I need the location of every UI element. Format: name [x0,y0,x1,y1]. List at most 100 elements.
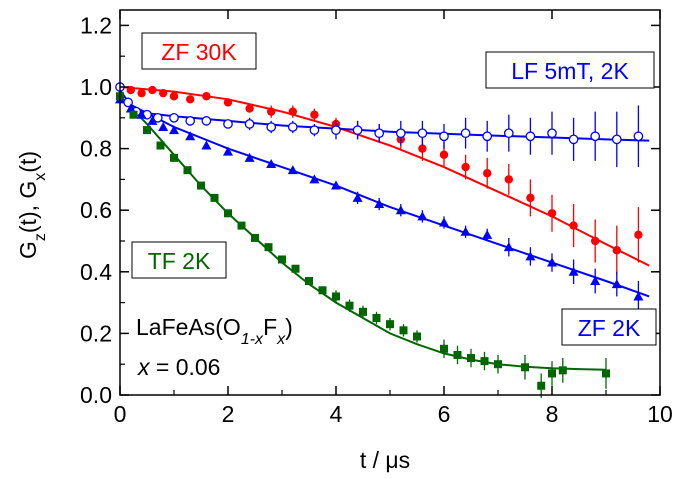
data-point [251,233,259,242]
data-point [547,128,557,139]
data-point [418,144,427,153]
data-point [185,131,196,141]
data-point [525,251,536,261]
legend-zf30k: ZF 30K [141,32,257,70]
y-tick-label: 0.2 [80,320,112,346]
data-point [634,230,643,240]
doping-value: x = 0.06 [137,354,220,380]
data-point [417,128,428,139]
data-point [611,134,622,145]
data-point [494,360,502,369]
legend-tf2k-label: TF 2K [148,248,211,274]
y-tick-label: 0.0 [80,382,112,408]
x-tick-label: 0 [114,401,127,427]
data-point [590,276,601,286]
data-point [352,125,363,135]
data-point [185,116,196,126]
data-point [332,292,340,301]
data-point [374,128,385,139]
legend-lf2k: LF 5mT, 2K [485,51,655,89]
data-point [453,350,462,359]
data-point [352,192,363,202]
data-point [460,226,471,236]
legend-zf2k: ZF 2K [561,308,657,346]
fit-line [119,86,650,267]
data-point [331,125,341,135]
data-point [169,125,179,135]
data-point [591,236,600,246]
data-point [183,166,192,175]
data-point [503,128,514,139]
data-point [186,95,195,104]
fit-line [119,98,650,298]
data-point [612,246,621,255]
data-point [309,125,320,135]
data-point [558,366,567,375]
data-point [159,88,168,98]
data-point [359,307,367,316]
data-point [482,131,493,142]
data-point [202,92,211,101]
data-point [223,119,233,129]
data-point [386,320,394,329]
data-point [590,131,601,142]
data-point [152,112,163,123]
data-point [129,110,138,119]
data-point [266,159,277,168]
data-point [244,119,255,129]
y-tick-label: 1.2 [80,12,112,38]
data-point [611,279,622,289]
data-point [345,301,354,310]
data-point [633,131,644,142]
data-point [169,92,179,101]
data-point [125,103,136,113]
legend-zf2k-label: ZF 2K [578,315,641,341]
data-point [223,98,233,107]
data-point [143,126,151,135]
data-point [460,128,471,139]
data-point [461,162,470,172]
data-point [136,109,147,119]
data-point [417,211,428,221]
data-point [287,165,298,175]
y-tick-label: 0.4 [80,259,112,285]
data-point [525,131,536,142]
data-point [504,175,513,184]
data-point [439,217,449,227]
data-point [224,209,232,218]
data-point [244,152,255,162]
data-point [169,112,179,123]
data-point [310,110,319,119]
data-point [395,128,406,139]
data-point [126,85,135,95]
data-point [374,199,385,209]
data-point [197,181,205,190]
y-axis-label: Gz(t), Gx(t) [15,151,49,259]
legend-zf30k-label: ZF 30K [161,39,237,65]
data-point [201,116,212,126]
data-point [278,255,286,264]
data-point [413,332,421,341]
data-point [264,243,273,252]
data-point [547,209,557,218]
data-point [526,193,535,203]
x-tick-label: 2 [222,401,235,427]
compound-formula: LaFeAs(O1-xFx) [136,314,293,348]
data-points [115,82,644,399]
fit-line [119,89,650,142]
data-point [537,381,546,390]
data-point [480,357,489,366]
data-point [503,242,514,252]
data-point [210,193,219,202]
data-point [291,264,300,273]
y-tick-label: 1.0 [80,74,112,100]
data-point [201,140,212,150]
data-point [521,363,529,372]
x-tick-label: 10 [647,401,673,427]
axes: 0 2 4 6 8 10 0.0 0.2 0.4 0.6 0.8 1.0 1.2 [80,10,673,427]
data-point [568,266,579,276]
data-point [156,141,165,150]
y-tick-label: 0.6 [80,197,112,223]
data-point [170,153,178,162]
data-point [548,369,556,378]
